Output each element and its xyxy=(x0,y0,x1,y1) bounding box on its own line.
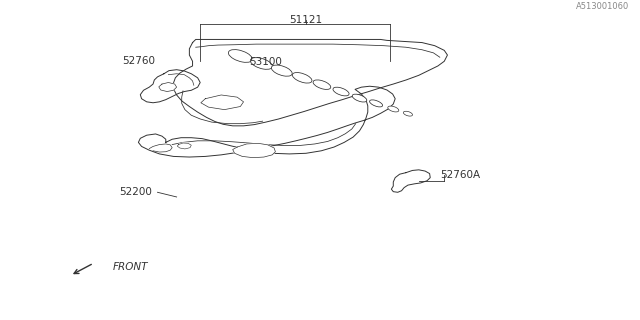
Text: A513001060: A513001060 xyxy=(576,2,629,12)
Polygon shape xyxy=(138,86,395,157)
Polygon shape xyxy=(173,39,447,126)
Polygon shape xyxy=(159,83,177,92)
Ellipse shape xyxy=(403,111,413,116)
Polygon shape xyxy=(177,143,191,149)
Polygon shape xyxy=(233,143,275,158)
Ellipse shape xyxy=(228,50,252,62)
Polygon shape xyxy=(201,95,244,110)
Ellipse shape xyxy=(250,58,273,69)
Polygon shape xyxy=(392,170,430,192)
Text: FRONT: FRONT xyxy=(113,262,148,272)
Ellipse shape xyxy=(352,94,367,102)
Text: 51121: 51121 xyxy=(289,15,323,25)
Ellipse shape xyxy=(388,106,399,112)
Ellipse shape xyxy=(333,87,349,96)
Ellipse shape xyxy=(292,73,312,83)
Ellipse shape xyxy=(369,100,383,107)
Text: 52200: 52200 xyxy=(119,187,152,197)
Text: 52760: 52760 xyxy=(122,56,155,66)
Polygon shape xyxy=(140,70,200,103)
Text: 53100: 53100 xyxy=(250,57,282,67)
Ellipse shape xyxy=(313,80,331,89)
Text: 52760A: 52760A xyxy=(440,170,480,180)
Ellipse shape xyxy=(271,65,292,76)
